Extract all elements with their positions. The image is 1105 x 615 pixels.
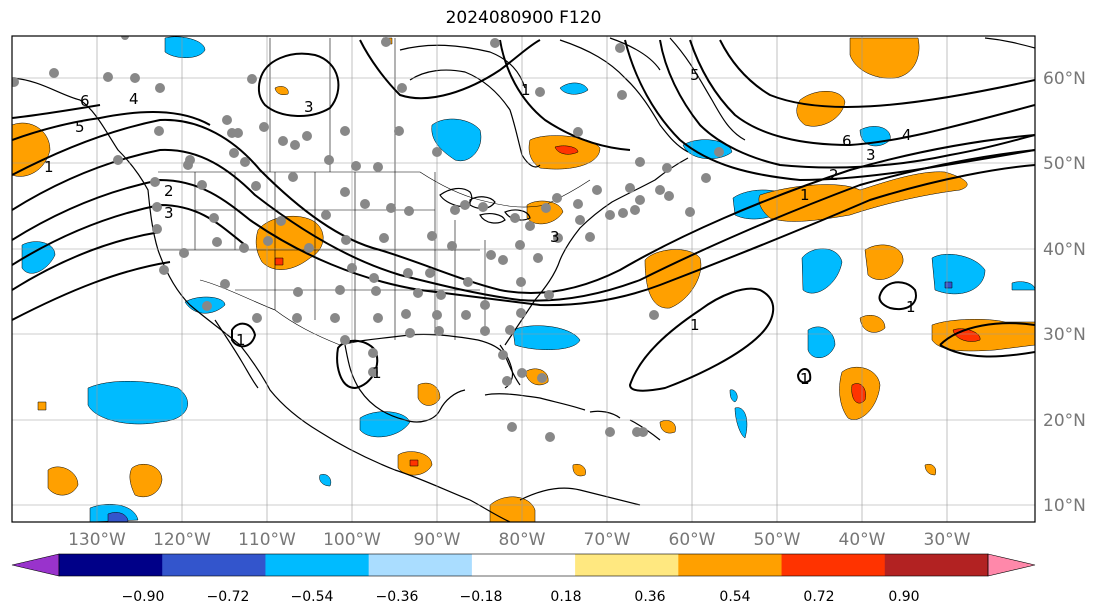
map-title: 2024080900 F120 <box>445 8 602 28</box>
lat-label: 60°N <box>1043 69 1086 89</box>
observation-points <box>12 36 724 442</box>
contour-label: 1 <box>44 158 54 176</box>
lon-label: 90°W <box>414 530 461 550</box>
lon-label: 100°W <box>323 530 381 550</box>
contour-label: 3 <box>304 98 314 116</box>
colorbar-segment <box>368 554 473 576</box>
lon-label: 130°W <box>68 530 126 550</box>
contour-label: 3 <box>866 146 876 164</box>
contour-label: 2 <box>829 166 839 184</box>
colorbar-tick-label: −0.90 <box>122 589 165 605</box>
longitude-labels: 130°W 120°W 110°W 100°W 90°W 80°W 70°W 6… <box>68 530 971 550</box>
lat-label: 20°N <box>1043 411 1086 431</box>
contour-label: 4 <box>902 126 912 144</box>
contour-label: 1 <box>800 186 810 204</box>
contour-label: 3 <box>550 228 560 246</box>
contour-label: 5 <box>690 66 700 84</box>
contour-label: 4 <box>129 90 139 108</box>
colorbar-extend-low <box>11 553 60 577</box>
colorbar-tick-label: 0.90 <box>888 589 919 605</box>
contour-labels: 1 2 3 4 5 6 1 2 3 4 5 6 3 3 1 1 1 1 1 1 <box>44 66 916 388</box>
contour-label: 6 <box>842 132 852 150</box>
colorbar-tick-label: −0.72 <box>207 589 250 605</box>
colorbar-segment <box>781 554 886 576</box>
colorbar-segment <box>884 554 989 576</box>
lat-label: 50°N <box>1043 154 1086 174</box>
colorbar-tick-labels: −0.90 −0.72 −0.54 −0.36 −0.18 0.18 0.36 … <box>122 589 920 605</box>
lon-label: 80°W <box>499 530 546 550</box>
colorbar-tick-label: 0.54 <box>719 589 750 605</box>
colorbar-frame <box>58 553 989 577</box>
contour-label: 3 <box>164 204 174 222</box>
contour-label: 1 <box>372 364 382 382</box>
colorbar-segment <box>59 554 163 576</box>
latitude-labels: 60°N 50°N 40°N 30°N 20°N 10°N <box>1043 69 1086 516</box>
lon-label: 110°W <box>238 530 296 550</box>
contour-label: 5 <box>75 118 85 136</box>
colorbar-tick-label: −0.54 <box>291 589 334 605</box>
colorbar-tick-label: 0.18 <box>550 589 581 605</box>
lon-label: 120°W <box>153 530 211 550</box>
colorbar-segment <box>471 554 576 576</box>
lon-label: 30°W <box>924 530 971 550</box>
colorbar-tick-label: −0.18 <box>460 589 503 605</box>
colorbar-tick-label: 0.72 <box>803 589 834 605</box>
colorbar <box>11 553 1036 577</box>
contour-label: 2 <box>164 182 174 200</box>
contour-label: 1 <box>690 316 700 334</box>
lon-label: 70°W <box>584 530 631 550</box>
colorbar-segment <box>678 554 783 576</box>
lat-label: 40°N <box>1043 240 1086 260</box>
colorbar-segment <box>575 554 679 576</box>
lon-label: 40°W <box>839 530 886 550</box>
contour-label: 1 <box>236 331 246 349</box>
colorbar-segment <box>265 554 370 576</box>
contour-label: 1 <box>906 298 916 316</box>
grid-lines <box>12 36 1035 522</box>
contour-label: 6 <box>80 92 90 110</box>
map-frame <box>11 35 1036 523</box>
lat-label: 30°N <box>1043 325 1086 345</box>
contour-label: 1 <box>800 370 810 388</box>
lon-label: 60°W <box>669 530 716 550</box>
colorbar-tick-label: 0.36 <box>634 589 665 605</box>
colorbar-tick-label: −0.36 <box>376 589 419 605</box>
lat-label: 10°N <box>1043 496 1086 516</box>
colorbar-segment <box>162 554 266 576</box>
colorbar-extend-high <box>987 553 1036 577</box>
lon-label: 50°W <box>754 530 801 550</box>
contour-label: 1 <box>521 81 531 99</box>
